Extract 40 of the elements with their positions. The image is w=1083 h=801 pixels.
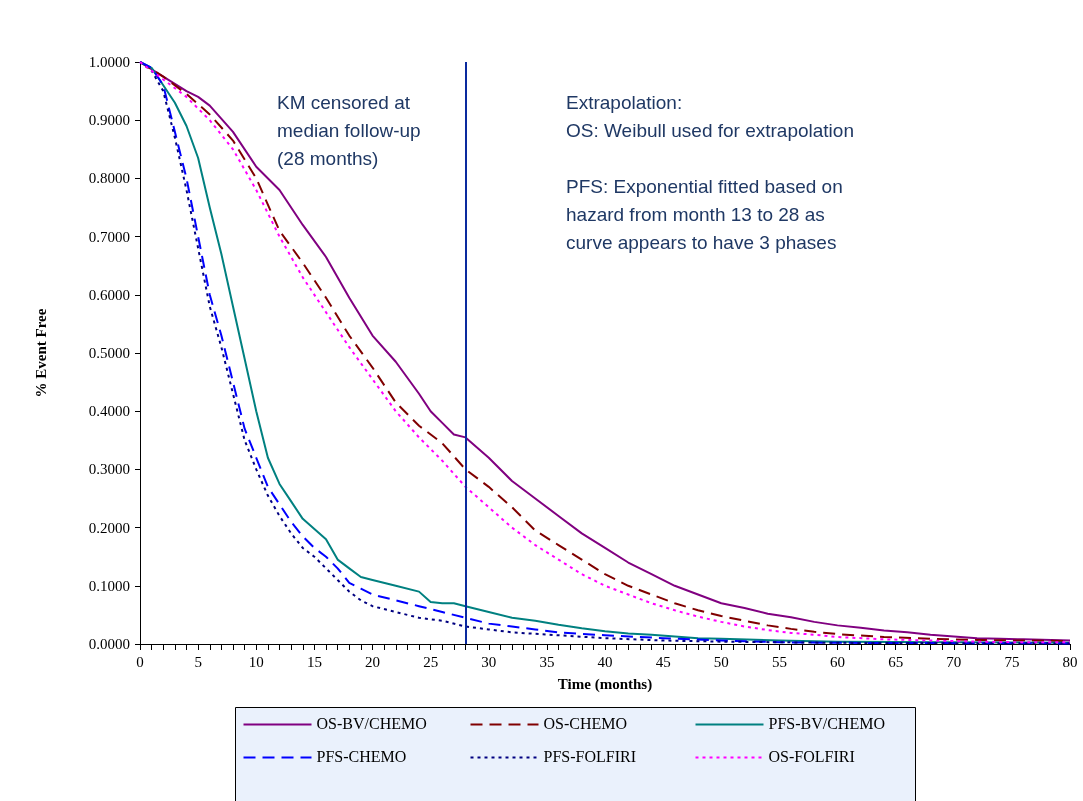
x-axis-title: Time (months) (557, 675, 653, 693)
y-tick-label: 0.9000 (88, 112, 130, 129)
legend-label: PFS-CHEMO (316, 748, 407, 765)
legend-label: OS-BV/CHEMO (316, 715, 427, 732)
y-tick-label: 0.2000 (88, 519, 130, 536)
x-tick-label: 10 (248, 653, 264, 670)
x-tick-label: 40 (597, 653, 613, 670)
x-tick-label: 25 (423, 653, 439, 670)
x-tick-label: 75 (1004, 653, 1020, 670)
y-tick-label: 0.3000 (88, 461, 130, 478)
y-tick-label: 1.0000 (88, 54, 130, 70)
x-tick-label: 15 (306, 653, 322, 670)
annotation: PFS: Exponential fitted based on hazard from month 13 to 28 as curve appears to have 3 phases (566, 175, 849, 253)
legend-label: PFS-FOLFIRI (543, 748, 636, 765)
x-tick-label: 0 (136, 653, 144, 670)
x-tick-label: 70 (946, 653, 962, 670)
x-tick-label: 45 (655, 653, 671, 670)
x-tick-label: 30 (481, 653, 497, 670)
y-tick-label: 0.6000 (88, 286, 130, 303)
y-axis-title: % Event Free (32, 308, 49, 398)
y-tick-label: 0.7000 (88, 228, 130, 245)
y-tick-label: 0.0000 (88, 636, 130, 652)
annotation: Extrapolation: (566, 91, 683, 113)
y-tick-label: 0.8000 (88, 170, 130, 187)
ref-line-label: KM censored at median follow-up (28 months) (277, 91, 426, 169)
x-tick-label: 60 (830, 653, 845, 670)
y-tick-label: 0.1000 (88, 577, 130, 594)
legend-label: OS-CHEMO (543, 715, 628, 732)
x-tick-label: 65 (888, 653, 904, 670)
legend-label: OS-FOLFIRI (768, 748, 855, 765)
x-tick-label: 80 (1062, 653, 1078, 670)
y-tick-label: 0.4000 (88, 403, 130, 420)
x-tick-label: 35 (539, 653, 555, 670)
x-tick-label: 50 (713, 653, 729, 670)
annotation: OS: Weibull used for extrapolation (566, 119, 854, 141)
x-tick-label: 5 (194, 653, 202, 670)
x-tick-label: 55 (771, 653, 787, 670)
x-tick-label: 20 (365, 653, 380, 670)
y-tick-label: 0.5000 (88, 345, 130, 361)
legend-label: PFS-BV/CHEMO (768, 715, 885, 732)
